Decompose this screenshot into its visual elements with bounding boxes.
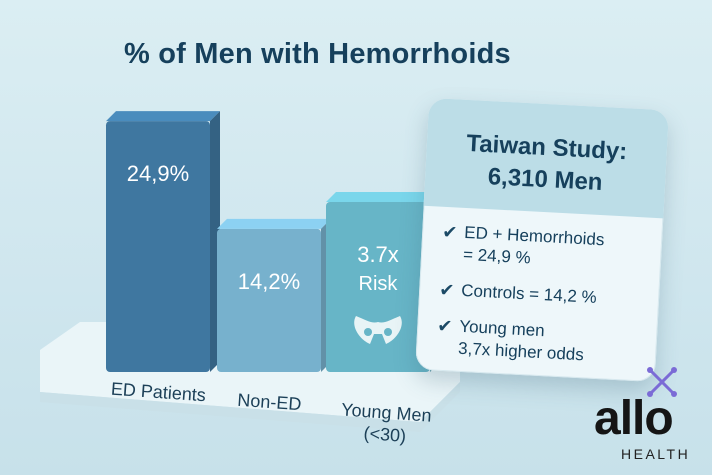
card-item-text: Young men 3,7x higher odds: [458, 316, 586, 367]
bar-top: [106, 111, 220, 122]
pelvis-icon: [354, 316, 402, 344]
card-item: ✔ Controls = 14,2 %: [439, 279, 648, 312]
category-label: Non-ED: [237, 390, 302, 414]
card-item: ✔ ED + Hemorrhoids = 24,9 %: [441, 221, 651, 276]
card-item-text: ED + Hemorrhoids = 24,9 %: [463, 222, 605, 273]
check-icon: ✔: [438, 279, 455, 301]
bar-data-label: 24,9%: [127, 161, 189, 186]
bar: [106, 111, 220, 372]
bar-data-label: 14,2%: [238, 269, 300, 294]
brand-spark-icon: [647, 367, 677, 397]
card-item-line: Controls = 14,2 %: [460, 280, 598, 307]
bar-front: [326, 202, 430, 372]
bar-front: [217, 228, 321, 372]
bar: [217, 218, 331, 372]
chart-platform-edge: [40, 382, 460, 432]
bar-data-label: 3.7x Risk: [357, 242, 399, 295]
chart-title: % of Men with Hemorrhoids: [124, 38, 511, 70]
brand-logo: allo: [594, 392, 674, 445]
card-header: Taiwan Study: 6,310 Men: [423, 97, 669, 219]
check-icon: ✔: [441, 221, 458, 243]
bar-top: [326, 192, 440, 202]
card-item-text: Controls = 14,2 %: [461, 280, 598, 309]
bar-front: [106, 121, 210, 372]
brand-logo-sub: HEALTH: [621, 446, 691, 462]
study-card: Taiwan Study: 6,310 Men ✔ ED + Hemorrhoi…: [415, 97, 669, 383]
bar-top: [217, 218, 331, 229]
card-item: ✔ Young men 3,7x higher odds: [436, 315, 646, 370]
card-body: ✔ ED + Hemorrhoids = 24,9 % ✔ Controls =…: [416, 206, 664, 370]
check-icon: ✔: [436, 315, 453, 337]
